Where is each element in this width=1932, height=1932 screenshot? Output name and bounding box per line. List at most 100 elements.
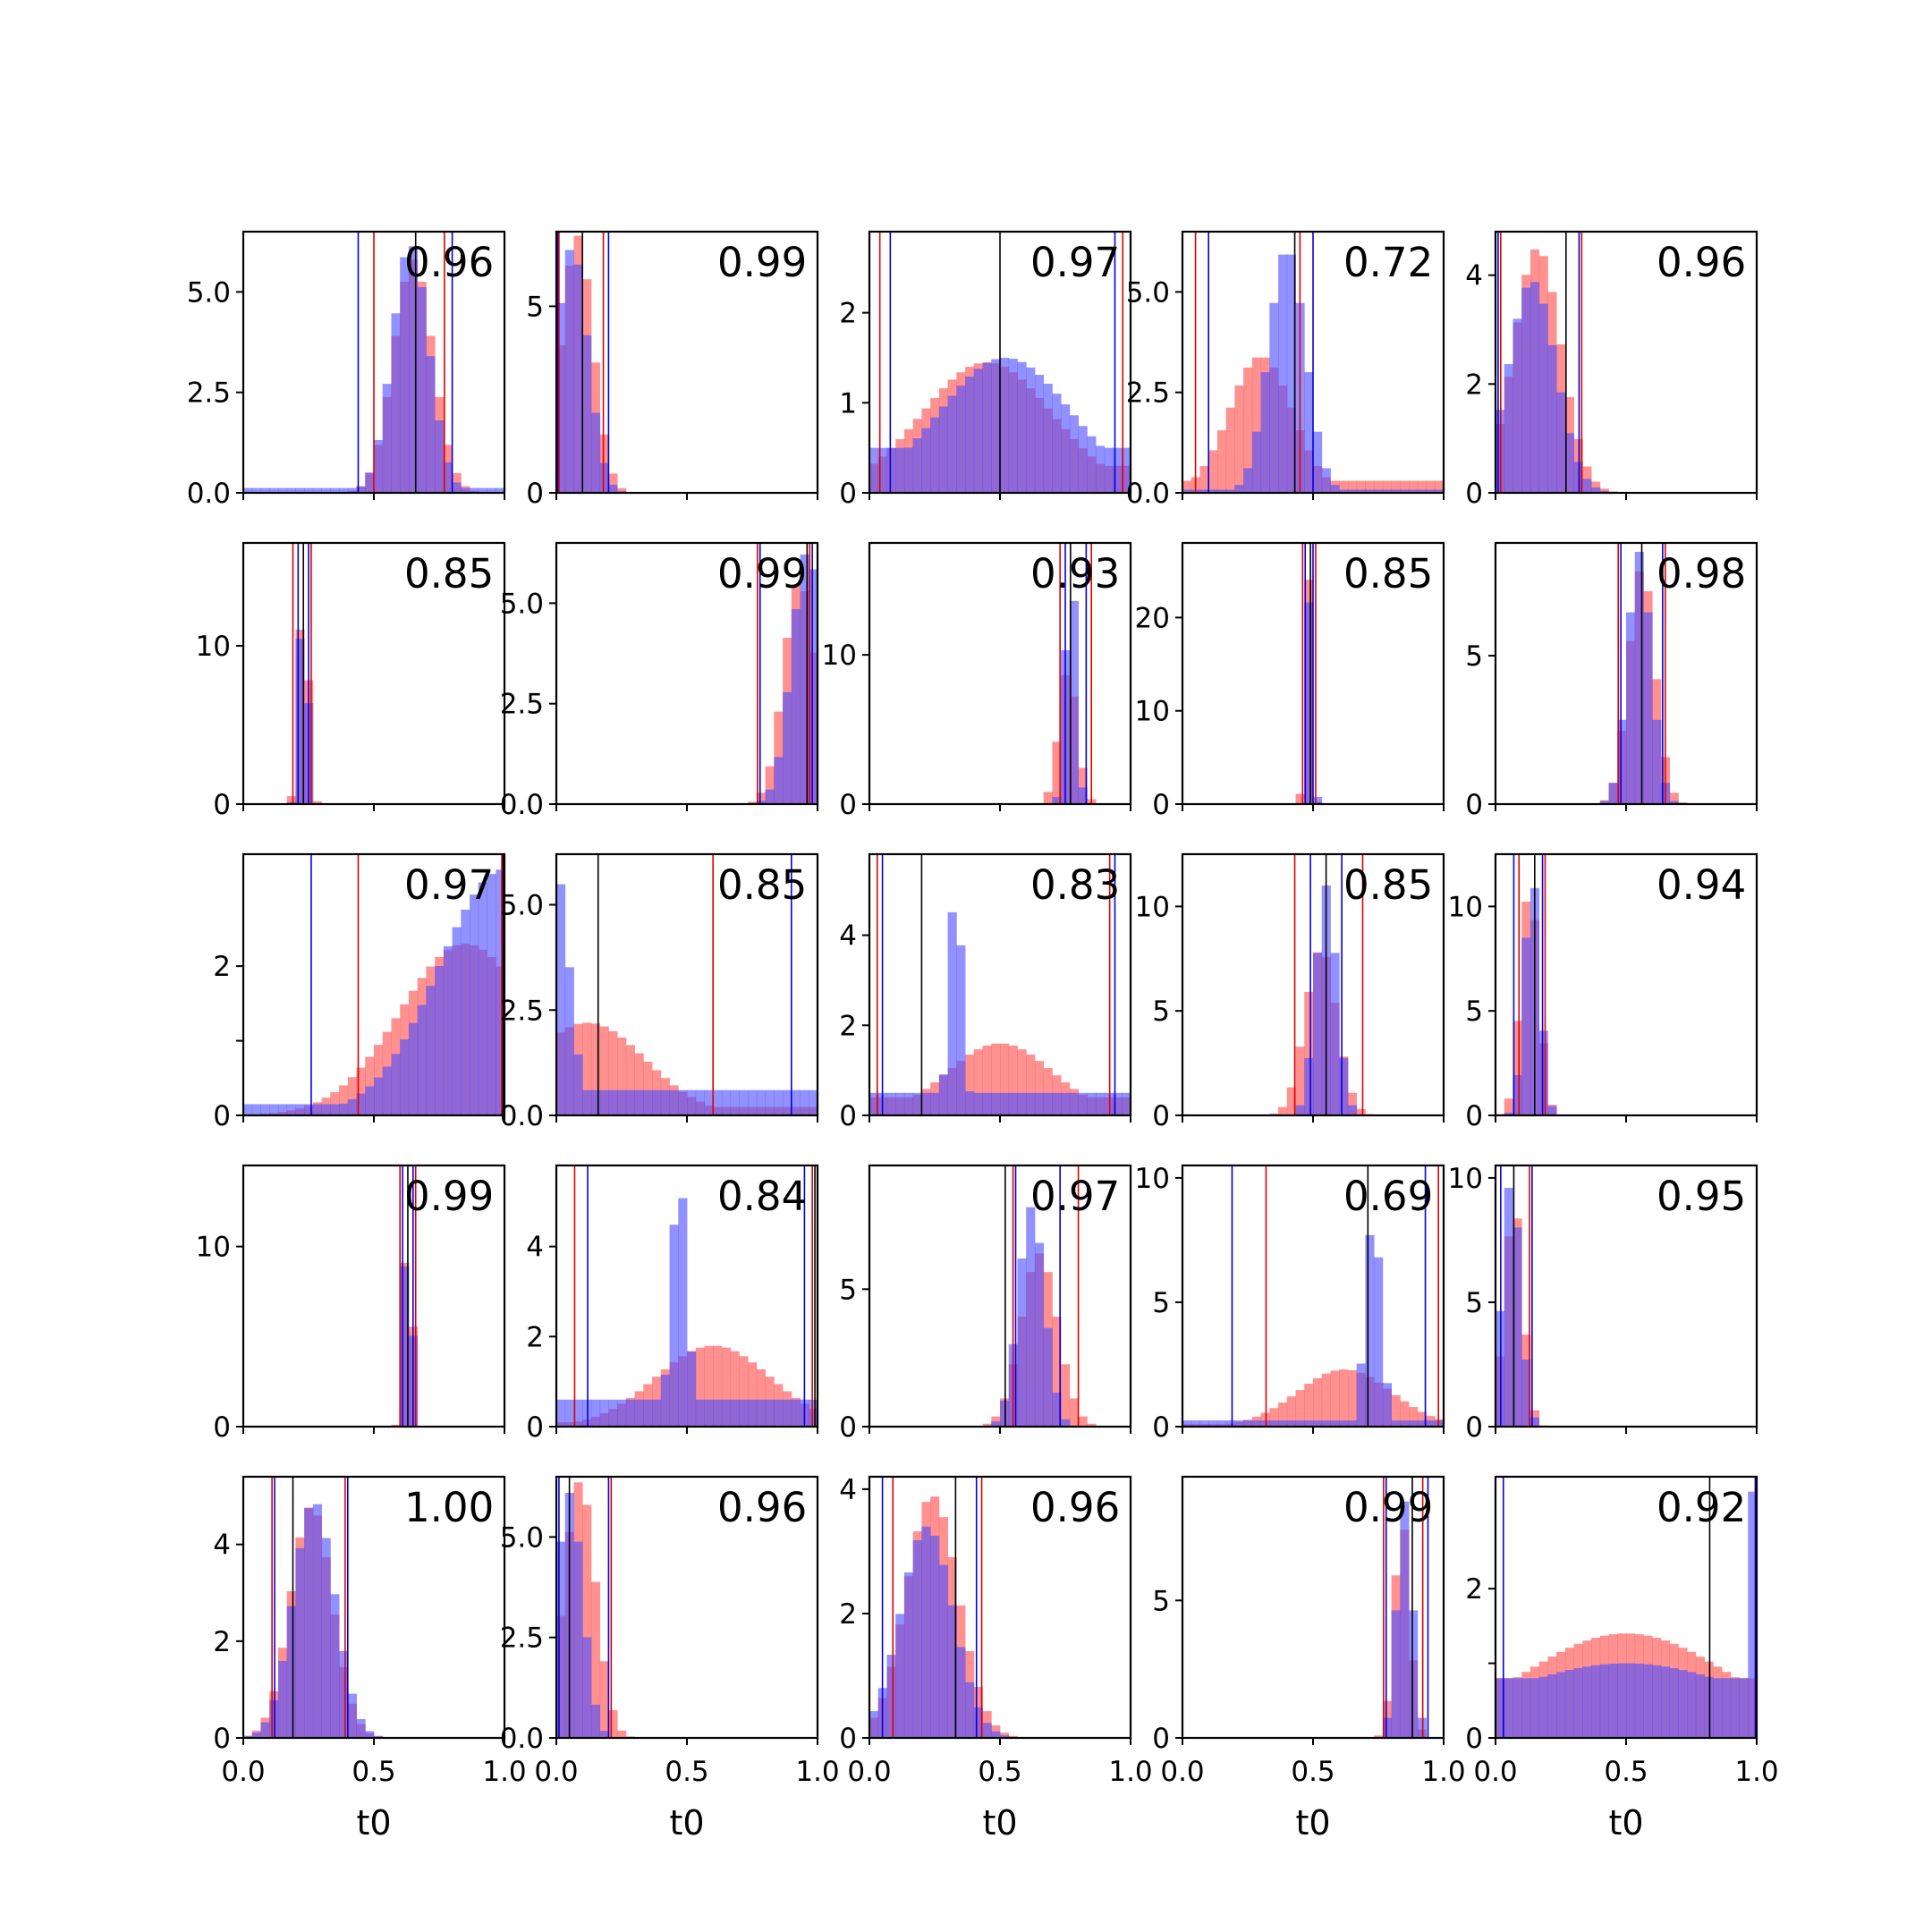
blue-hist-bar xyxy=(251,487,261,493)
blue-hist-bar xyxy=(1313,953,1323,1115)
blue-hist-bar xyxy=(791,608,801,804)
blue-hist-bar xyxy=(269,1104,279,1115)
blue-hist-bar xyxy=(1113,1092,1123,1115)
blue-hist-bar xyxy=(1000,357,1010,493)
blue-hist-bar xyxy=(365,472,375,493)
red-hist-bar xyxy=(1182,480,1192,493)
blue-hist-bar xyxy=(251,1732,261,1738)
blue-hist-bar xyxy=(1061,404,1071,493)
blue-hist-bar xyxy=(470,487,479,493)
blue-hist-bar xyxy=(356,1093,366,1115)
blue-hist-bar xyxy=(1295,1105,1305,1115)
blue-hist-bar xyxy=(1400,1420,1410,1427)
blue-hist-bar xyxy=(652,1089,662,1115)
blue-hist-bar xyxy=(400,257,410,493)
blue-hist-bar xyxy=(721,1089,732,1115)
y-tick-label: 0 xyxy=(1465,1100,1483,1132)
blue-hist-bar xyxy=(1313,431,1323,493)
red-hist-bar xyxy=(312,801,322,804)
blue-hist-bar xyxy=(1748,1491,1758,1738)
blue-hist-bar xyxy=(556,1399,566,1427)
blue-hist-bar xyxy=(573,1054,583,1115)
red-hist-bar xyxy=(1347,1369,1358,1427)
blue-hist-bar xyxy=(991,1731,1001,1738)
blue-hist-bar xyxy=(608,484,618,493)
blue-hist-bar xyxy=(382,384,392,493)
red-hist-bar xyxy=(1330,1370,1340,1427)
x-tick-label: 0.5 xyxy=(978,1756,1021,1788)
blue-hist-bar xyxy=(1339,1420,1349,1427)
blue-hist-bar xyxy=(1643,612,1653,804)
blue-hist-bar xyxy=(1330,1420,1340,1427)
x-axis-label: t0 xyxy=(982,1803,1017,1843)
score-label: 0.93 xyxy=(1030,550,1120,597)
blue-hist-bar xyxy=(1034,1242,1045,1427)
blue-hist-bar xyxy=(678,1198,688,1427)
blue-hist-bar xyxy=(1591,1665,1601,1738)
blue-hist-bar xyxy=(695,1399,705,1427)
blue-hist-bar xyxy=(774,1399,784,1427)
blue-hist-bar xyxy=(312,487,322,493)
blue-hist-bar xyxy=(556,302,566,493)
blue-hist-bar xyxy=(1678,1670,1688,1738)
blue-hist-bar xyxy=(713,1399,723,1427)
score-label: 0.72 xyxy=(1343,239,1433,286)
blue-hist-bar xyxy=(1521,1678,1531,1738)
red-hist-bar xyxy=(1225,407,1235,493)
y-tick-label: 0.0 xyxy=(500,1723,544,1755)
blue-hist-bar xyxy=(1652,719,1662,804)
blue-hist-bar xyxy=(730,1399,740,1427)
blue-hist-bar xyxy=(1347,1105,1358,1115)
blue-hist-bar xyxy=(1000,1092,1010,1115)
blue-hist-bar xyxy=(478,882,487,1115)
blue-hist-bar xyxy=(1530,282,1540,493)
x-tick-label: 1.0 xyxy=(1108,1756,1152,1788)
red-hist-bar xyxy=(1409,480,1419,493)
red-hist-bar xyxy=(1243,367,1253,493)
blue-hist-bar xyxy=(973,1092,983,1115)
y-tick-label: 5 xyxy=(839,1274,857,1306)
blue-hist-bar xyxy=(1426,1420,1436,1427)
blue-hist-bar xyxy=(260,1104,270,1115)
red-hist-bar xyxy=(1208,450,1218,493)
y-tick-label: 5.0 xyxy=(187,276,231,309)
blue-hist-bar xyxy=(1521,1360,1531,1427)
blue-hist-bar xyxy=(356,1718,366,1738)
blue-hist-bar xyxy=(1234,485,1244,493)
blue-hist-bar xyxy=(356,487,366,493)
blue-hist-bar xyxy=(1017,361,1027,493)
blue-hist-bar xyxy=(286,1606,296,1738)
y-tick-label: 0 xyxy=(839,1411,857,1444)
blue-hist-bar xyxy=(1043,1327,1053,1427)
y-tick-label: 5 xyxy=(1152,1585,1170,1617)
blue-hist-bar xyxy=(1208,1420,1218,1427)
red-hist-bar xyxy=(608,1710,618,1738)
blue-hist-bar xyxy=(774,757,784,804)
y-tick-label: 10 xyxy=(196,1232,231,1264)
red-hist-bar xyxy=(1008,1045,1018,1115)
score-label: 0.95 xyxy=(1657,1173,1746,1220)
blue-hist-bar xyxy=(608,1089,618,1115)
blue-hist-bar xyxy=(1687,1672,1697,1738)
blue-hist-bar xyxy=(1096,445,1106,493)
blue-hist-bar xyxy=(765,1089,775,1115)
panel-19: 0 5 10 0.69 xyxy=(1135,1163,1445,1444)
y-tick-label: 0 xyxy=(839,478,857,510)
y-tick-label: 4 xyxy=(839,920,857,953)
blue-hist-bar xyxy=(1113,447,1123,493)
red-hist-bar xyxy=(1034,1061,1045,1115)
blue-hist-bar xyxy=(1695,1674,1705,1738)
y-tick-label: 0 xyxy=(1465,789,1483,821)
blue-hist-bar xyxy=(938,1074,948,1115)
red-hist-bar xyxy=(1347,1092,1358,1115)
red-hist-bar xyxy=(1426,480,1436,493)
blue-hist-bar xyxy=(1496,1678,1505,1738)
blue-hist-bar xyxy=(625,1399,635,1427)
panel-3: 0 1 2 0.97 xyxy=(839,230,1132,510)
blue-hist-bar xyxy=(1251,431,1261,493)
blue-hist-bar xyxy=(1278,254,1288,493)
blue-hist-bar xyxy=(1321,1420,1331,1427)
blue-hist-bar xyxy=(243,1104,253,1115)
red-hist-bar xyxy=(1052,1316,1062,1427)
blue-hist-bar xyxy=(304,1104,314,1115)
